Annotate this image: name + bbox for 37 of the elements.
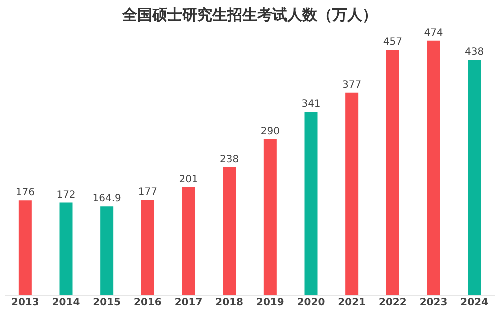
bar: [264, 140, 277, 295]
data-label: 164.9: [92, 194, 122, 205]
x-tick-label: 2013: [11, 298, 40, 308]
x-tick-label: 2017: [174, 298, 203, 308]
data-label: 457: [383, 37, 402, 48]
x-tick-label: 2019: [256, 298, 284, 308]
x-tick-label: 2024: [460, 298, 489, 308]
x-tick-label: 2018: [216, 298, 244, 308]
bar: [386, 50, 400, 295]
chart-title: 全国硕士研究生招生考试人数（万人）: [122, 6, 378, 24]
data-label: 474: [424, 28, 444, 39]
bar: [468, 60, 482, 295]
x-tick-label: 2022: [378, 298, 407, 308]
x-tick-label: 2014: [52, 298, 80, 308]
data-label: 176: [16, 188, 35, 199]
data-label: 341: [302, 99, 321, 110]
data-label: 438: [465, 47, 484, 58]
data-label: 177: [138, 187, 158, 198]
bar: [304, 112, 318, 295]
bar: [223, 167, 236, 295]
bar: [346, 92, 359, 295]
data-label: 238: [220, 154, 240, 166]
data-label: 172: [56, 190, 76, 201]
data-label: 201: [179, 174, 198, 186]
bar: [182, 187, 196, 295]
bar: [18, 200, 32, 295]
data-label: 290: [260, 126, 280, 138]
x-tick-label: 2016: [134, 298, 162, 308]
x-tick-label: 2021: [338, 298, 366, 308]
data-label: 377: [342, 80, 362, 91]
bar: [60, 202, 73, 295]
x-tick-label: 2020: [297, 298, 326, 308]
bar: [427, 40, 440, 295]
bar: [141, 200, 154, 295]
x-tick-label: 2015: [93, 298, 122, 308]
bar: [100, 206, 114, 295]
x-tick-label: 2023: [420, 298, 448, 308]
